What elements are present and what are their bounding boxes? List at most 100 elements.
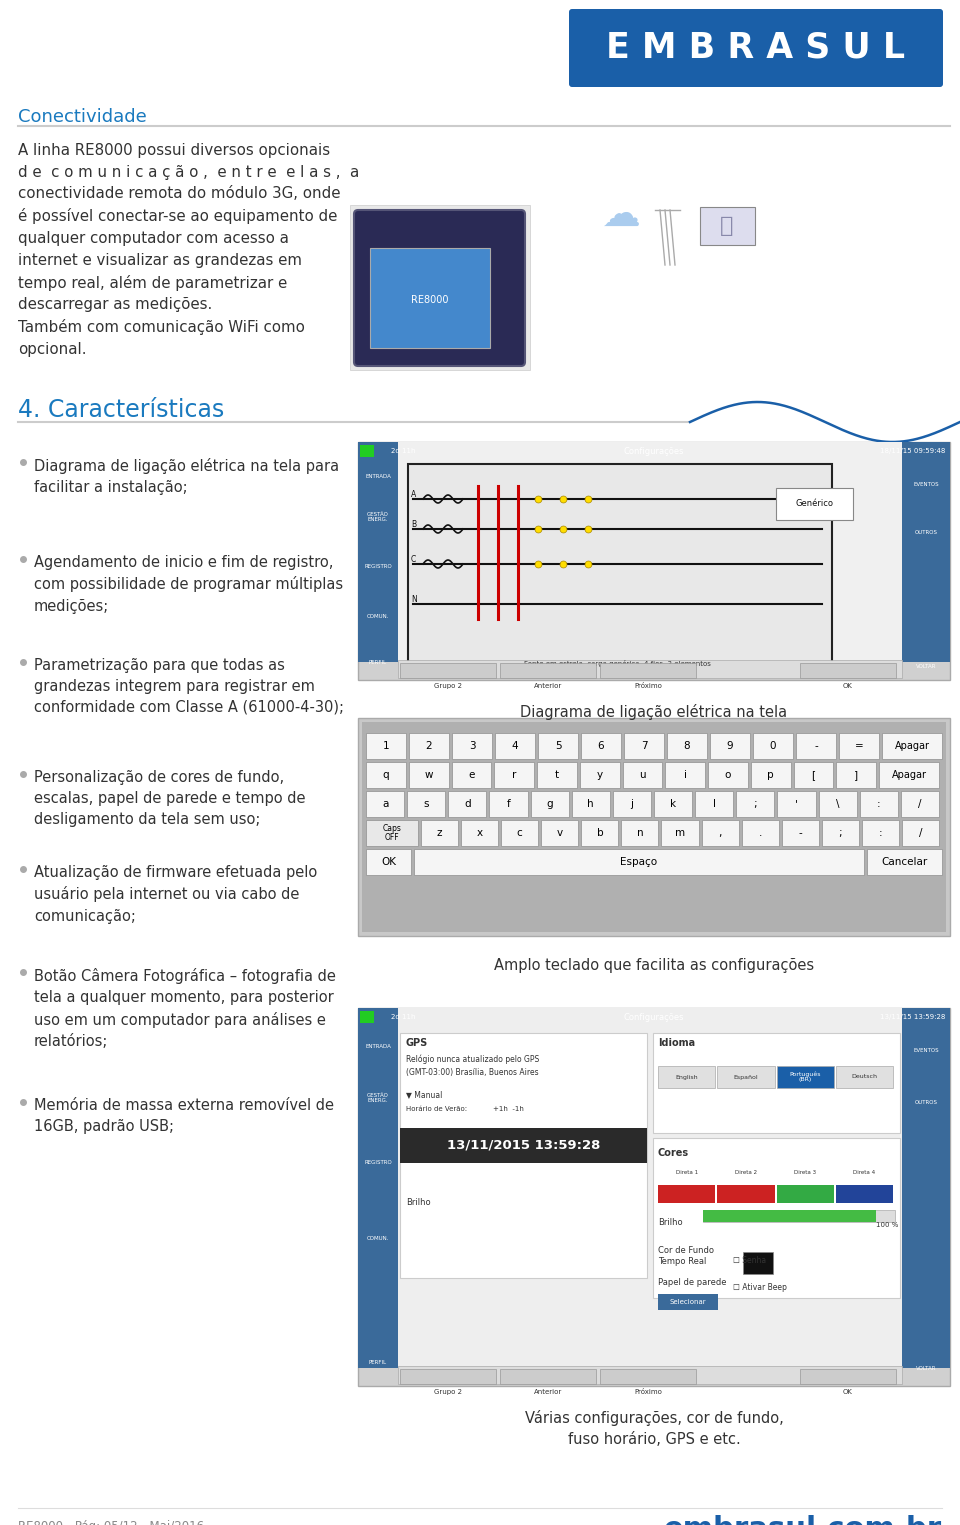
- Text: 18/11/15 09:59:48: 18/11/15 09:59:48: [879, 448, 945, 454]
- Text: u: u: [639, 770, 646, 779]
- Bar: [622, 762, 662, 788]
- Text: 2d 11h: 2d 11h: [391, 448, 416, 454]
- Bar: [702, 820, 738, 846]
- Text: Fonte em estrela, carga genérica, 4 fios, 3 elementos: Fonte em estrela, carga genérica, 4 fios…: [524, 660, 711, 666]
- Text: (GMT-03:00) Brasília, Buenos Aires: (GMT-03:00) Brasília, Buenos Aires: [406, 1068, 539, 1077]
- Text: Relógio nunca atualizado pelo GPS: Relógio nunca atualizado pelo GPS: [406, 1054, 540, 1063]
- Bar: [398, 1366, 902, 1385]
- Text: COMUN.: COMUN.: [367, 1235, 389, 1240]
- Bar: [836, 1185, 893, 1203]
- Text: c: c: [516, 828, 522, 839]
- Text: Brilho: Brilho: [658, 1218, 683, 1228]
- Text: -: -: [814, 741, 818, 750]
- Text: EVENTOS: EVENTOS: [913, 482, 939, 486]
- Text: r: r: [512, 770, 516, 779]
- Bar: [882, 734, 942, 759]
- Text: ;: ;: [754, 799, 757, 808]
- Bar: [658, 1185, 715, 1203]
- Bar: [621, 820, 659, 846]
- Text: Português
(BR): Português (BR): [789, 1072, 821, 1083]
- Bar: [500, 1369, 596, 1385]
- Bar: [717, 1185, 775, 1203]
- Bar: [703, 1209, 895, 1222]
- Bar: [531, 791, 568, 817]
- Text: \: \: [836, 799, 839, 808]
- Bar: [777, 1066, 833, 1087]
- Bar: [581, 734, 621, 759]
- Text: ]: ]: [854, 770, 858, 779]
- Text: 8: 8: [684, 741, 690, 750]
- Text: EVENTOS: EVENTOS: [913, 1048, 939, 1052]
- Bar: [452, 734, 492, 759]
- Bar: [370, 249, 490, 348]
- Text: ;: ;: [838, 828, 842, 839]
- Text: A linha RE8000 possui diversos opcionais
d e  c o m u n i c a ç ã o ,  e n t r e: A linha RE8000 possui diversos opcionais…: [18, 143, 359, 357]
- Bar: [736, 791, 775, 817]
- Text: o: o: [725, 770, 732, 779]
- Bar: [658, 1295, 718, 1310]
- Text: OK: OK: [843, 683, 852, 689]
- Bar: [879, 762, 939, 788]
- Text: Agendamento de inicio e fim de registro,
com possibilidade de programar múltipla: Agendamento de inicio e fim de registro,…: [34, 555, 343, 613]
- Text: COMUN.: COMUN.: [367, 615, 389, 619]
- Text: Papel de parede: Papel de parede: [658, 1278, 727, 1287]
- Bar: [717, 1066, 775, 1087]
- Bar: [867, 849, 942, 875]
- Text: 1: 1: [383, 741, 390, 750]
- Text: k: k: [670, 799, 676, 808]
- Text: Diagrama de ligação elétrica na tela: Diagrama de ligação elétrica na tela: [520, 705, 787, 720]
- Text: q: q: [383, 770, 389, 779]
- Text: t: t: [555, 770, 559, 779]
- Text: m: m: [675, 828, 685, 839]
- Text: Selecionar: Selecionar: [670, 1299, 707, 1305]
- FancyBboxPatch shape: [354, 210, 525, 366]
- Bar: [408, 464, 832, 665]
- Text: 2: 2: [425, 741, 432, 750]
- Bar: [366, 791, 404, 817]
- Bar: [358, 442, 950, 680]
- Bar: [822, 820, 859, 846]
- Text: OUTROS: OUTROS: [915, 1101, 938, 1106]
- Text: Apagar: Apagar: [895, 741, 929, 750]
- Text: ENTRADA: ENTRADA: [365, 1043, 391, 1049]
- Text: Próximo: Próximo: [634, 1389, 662, 1395]
- Text: g: g: [546, 799, 553, 808]
- Bar: [800, 1369, 896, 1385]
- Text: Várias configurações, cor de fundo,
fuso horário, GPS e etc.: Várias configurações, cor de fundo, fuso…: [524, 1411, 783, 1447]
- Text: VOLTAR: VOLTAR: [916, 665, 936, 669]
- Text: 5: 5: [555, 741, 562, 750]
- Text: RE8000: RE8000: [411, 294, 448, 305]
- Bar: [358, 1008, 950, 1386]
- Bar: [490, 791, 528, 817]
- Bar: [695, 791, 733, 817]
- Text: ☐ Senha: ☐ Senha: [733, 1257, 766, 1266]
- Text: GESTÃO
ENERG.: GESTÃO ENERG.: [367, 1092, 389, 1104]
- Bar: [358, 1008, 398, 1368]
- Bar: [600, 1369, 696, 1385]
- Text: 4: 4: [512, 741, 518, 750]
- Text: Atualização de firmware efetuada pelo
usuário pela internet ou via cabo de
comun: Atualização de firmware efetuada pelo us…: [34, 865, 317, 924]
- Text: Deutsch: Deutsch: [852, 1075, 877, 1080]
- Text: ,: ,: [718, 828, 722, 839]
- Bar: [538, 734, 578, 759]
- Text: GESTÃO
ENERG.: GESTÃO ENERG.: [367, 511, 389, 523]
- Bar: [451, 762, 492, 788]
- FancyBboxPatch shape: [569, 9, 943, 87]
- Bar: [653, 1032, 900, 1133]
- Bar: [495, 734, 535, 759]
- Bar: [358, 442, 398, 662]
- Bar: [796, 734, 836, 759]
- Bar: [400, 1369, 496, 1385]
- Text: Grupo 2: Grupo 2: [434, 1389, 462, 1395]
- Text: 100 %: 100 %: [876, 1222, 898, 1228]
- Bar: [703, 1209, 876, 1222]
- Text: v: v: [557, 828, 563, 839]
- Bar: [742, 820, 779, 846]
- Text: f: f: [507, 799, 511, 808]
- Bar: [580, 762, 619, 788]
- Bar: [358, 718, 950, 936]
- Text: Configurações: Configurações: [624, 1013, 684, 1022]
- Text: Cancelar: Cancelar: [881, 857, 927, 868]
- Bar: [582, 820, 618, 846]
- Bar: [860, 791, 898, 817]
